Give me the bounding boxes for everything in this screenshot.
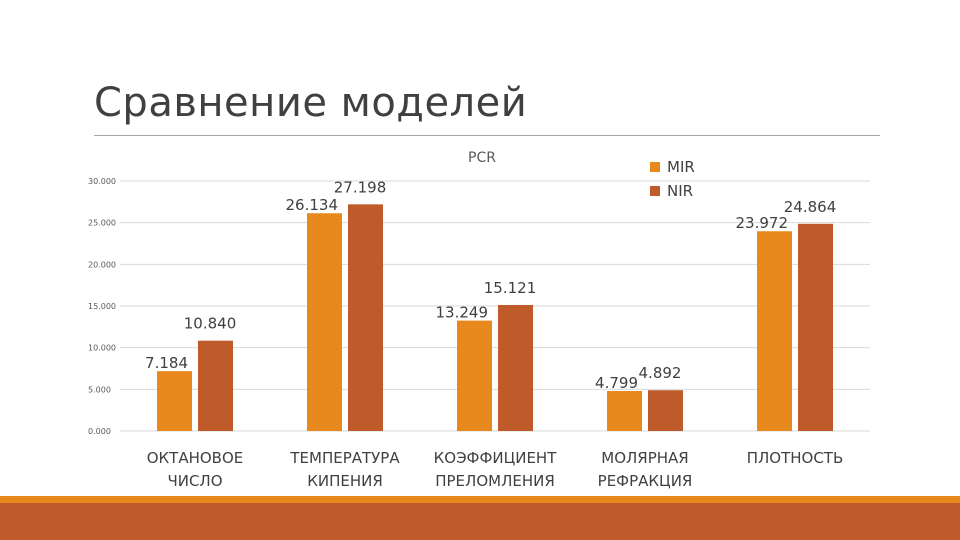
y-tick-label: 10.000 [88, 344, 116, 353]
x-category-label: МОЛЯРНАЯ [601, 449, 688, 467]
bar-nir [798, 223, 833, 431]
footer-accent-bar [0, 496, 960, 503]
legend-label-mir: MIR [667, 158, 695, 176]
bar-mir [457, 320, 492, 431]
bar-nir [648, 390, 683, 431]
data-label-nir: 10.840 [184, 315, 237, 333]
slide-title: Сравнение моделей [94, 80, 528, 126]
bar-mir [757, 231, 792, 431]
data-label-mir: 23.972 [736, 214, 789, 232]
x-category-label: РЕФРАКЦИЯ [598, 472, 693, 490]
bar-nir [198, 340, 233, 431]
bar-nir [348, 204, 383, 431]
pcr-bar-chart: 0.000 5.000 10.000 15.000 20.000 25.000 30.000… [88, 150, 870, 490]
data-label-nir: 4.892 [639, 364, 682, 382]
bar-mir [607, 391, 642, 431]
x-category-label: КОЭФФИЦИЕНТ [434, 449, 558, 467]
bar-nir [498, 304, 533, 431]
bar-mir [157, 371, 192, 431]
data-label-mir: 4.799 [595, 374, 638, 392]
footer-bar [0, 503, 960, 540]
x-category-label: ТЕМПЕРАТУРА [289, 449, 400, 467]
title-divider [94, 135, 880, 136]
data-label-nir: 24.864 [784, 198, 837, 216]
y-tick-label: 15.000 [88, 302, 116, 311]
legend-swatch-nir [650, 186, 660, 196]
x-category-label: КИПЕНИЯ [307, 472, 383, 490]
data-label-nir: 27.198 [334, 178, 387, 196]
data-label-mir: 26.134 [286, 196, 339, 214]
x-category-label: ЧИСЛО [167, 472, 222, 490]
x-category-label: ПЛОТНОСТЬ [747, 449, 844, 467]
legend-swatch-mir [650, 162, 660, 172]
y-tick-label: 20.000 [88, 260, 116, 269]
data-label-mir: 7.184 [145, 354, 188, 372]
data-label-nir: 15.121 [484, 279, 537, 297]
y-tick-label: 25.000 [88, 219, 116, 228]
y-tick-label: 0.000 [88, 427, 111, 436]
x-category-label: ОКТАНОВОЕ [147, 449, 244, 467]
bar-mir [307, 213, 342, 431]
y-tick-label: 5.000 [88, 385, 111, 394]
legend-label-nir: NIR [667, 182, 693, 200]
chart-title: PCR [468, 150, 496, 166]
data-label-mir: 13.249 [436, 304, 489, 322]
y-tick-label: 30.000 [88, 177, 116, 186]
x-category-label: ПРЕЛОМЛЕНИЯ [435, 472, 555, 490]
